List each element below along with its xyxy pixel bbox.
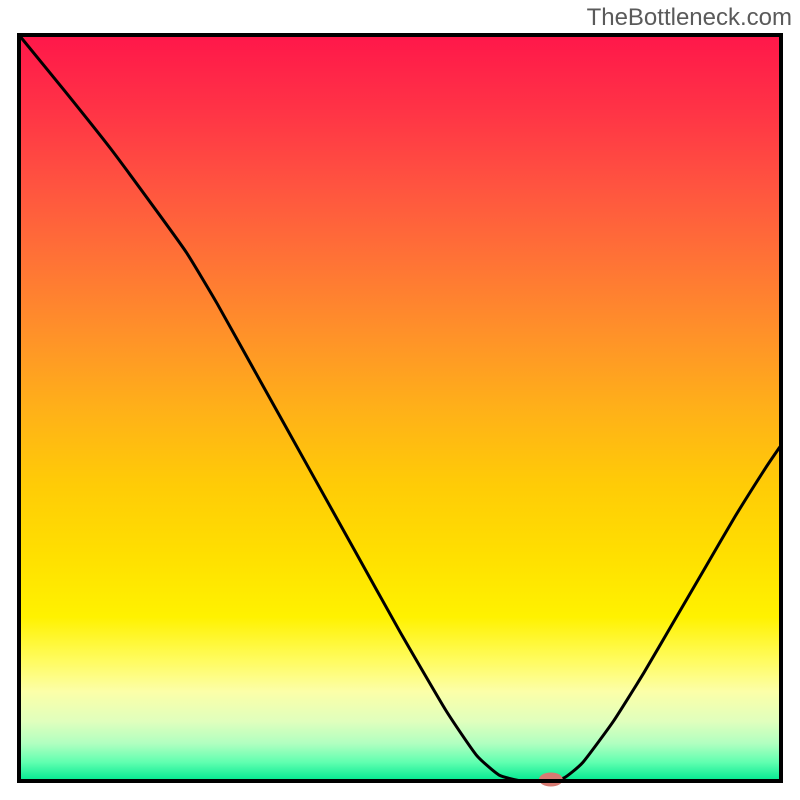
chart-background	[19, 35, 781, 781]
bottleneck-chart	[0, 0, 800, 800]
watermark-text: TheBottleneck.com	[587, 4, 792, 32]
chart-container: TheBottleneck.com	[0, 0, 800, 800]
